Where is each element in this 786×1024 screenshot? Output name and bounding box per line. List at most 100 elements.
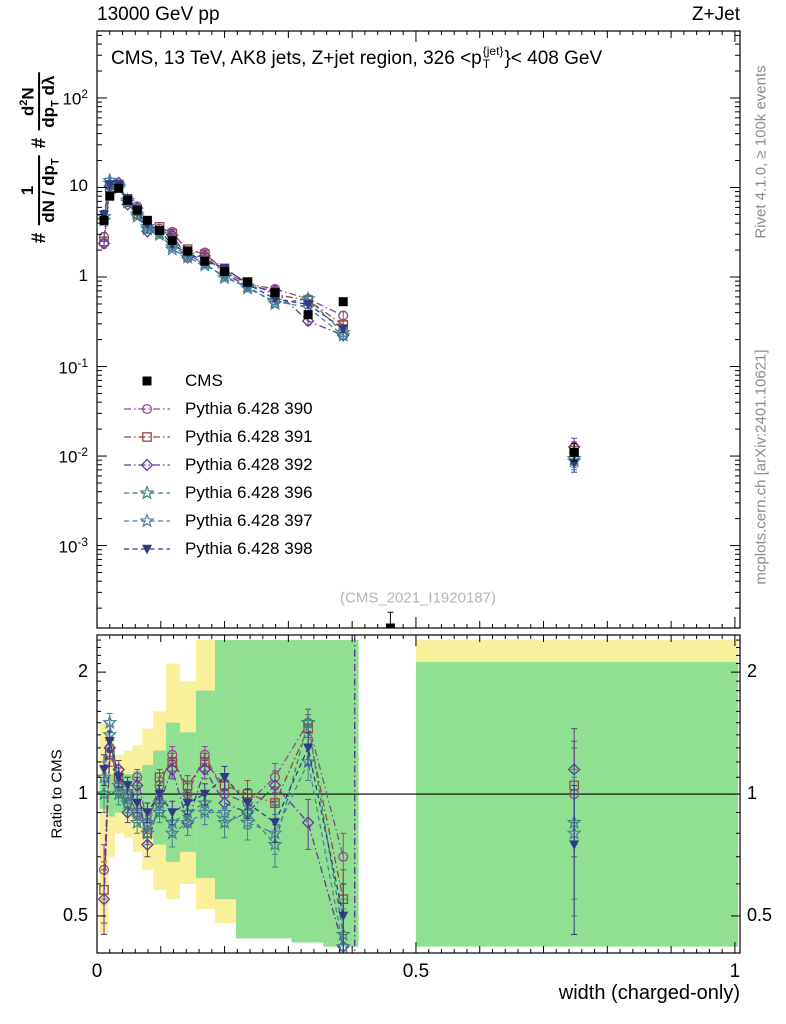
uncertainty-band-green — [195, 690, 216, 879]
x-axis-title: width (charged-only) — [558, 982, 740, 1004]
ratio-y-tick-label-right: 1 — [747, 783, 758, 804]
ratio-marker-triangle-down-filled — [154, 789, 165, 800]
ratio-panel-border — [96, 634, 741, 954]
analysis-id-watermark: (CMS_2021_I1920187) — [340, 589, 496, 607]
cms-data-point — [220, 267, 230, 277]
ratio-marker-triangle-down-filled — [122, 781, 133, 791]
x-tick-label: 1 — [729, 961, 741, 982]
ratio-marker-triangle-down-filled — [113, 772, 124, 783]
cms-data-point — [200, 256, 210, 266]
ratio-marker-square-open — [182, 780, 193, 791]
ratio-marker-diamond-open — [198, 763, 212, 776]
spectrum-marker-star-open — [267, 295, 283, 311]
legend-star-open-icon — [139, 513, 155, 528]
ratio-marker-star-open — [151, 795, 168, 810]
ylab-frac2-den-text: dp — [39, 107, 59, 128]
legend-item: CMS — [122, 367, 313, 395]
ratio-marker-triangle-down-filled — [338, 911, 349, 922]
ratio-marker-diamond-open — [97, 892, 111, 906]
ratio-y-tick-label: 1 — [77, 783, 88, 804]
axes-layer — [96, 30, 741, 954]
uncertainty-band-green — [291, 640, 324, 943]
ratio-marker-star-open — [300, 714, 316, 730]
ratio-marker-diamond-open — [141, 838, 154, 851]
cms-data-point — [155, 226, 165, 236]
ratio-marker-diamond-open — [268, 779, 282, 792]
spectrum-marker-triangle-down-filled — [569, 459, 580, 469]
spectrum-marker-triangle-down-filled — [99, 210, 110, 221]
pt-sub: T — [482, 56, 491, 71]
main-y-tick-label: 10-2 — [58, 445, 89, 467]
legend-key — [124, 513, 170, 528]
cms-data-point — [105, 191, 115, 201]
x-tick-label: 0.5 — [402, 961, 430, 982]
ratio-marker-triangle-down-filled — [569, 840, 580, 850]
spectrum-marker-triangle-down-filled — [338, 324, 349, 334]
legend-label: Pythia 6.428 390 — [185, 399, 313, 418]
ylab-hash-1: # — [28, 232, 50, 244]
ratio-marker-triangle-down-filled — [269, 818, 280, 828]
legend-item: Pythia 6.428 396 — [122, 479, 313, 507]
legend-star-open-icon — [139, 485, 155, 500]
ratio-marker-star-open — [164, 825, 180, 840]
ratio-marker-star-open — [111, 777, 127, 792]
ylab-hash-2: # — [28, 137, 50, 149]
ratio-marker-diamond-open — [165, 763, 179, 776]
legend-item: Pythia 6.428 397 — [122, 507, 313, 535]
ratio-marker-star-open — [102, 714, 118, 730]
legend-key — [124, 432, 170, 442]
cms-data-point — [167, 236, 177, 246]
uncertainty-band-green — [215, 640, 237, 900]
ratio-marker-star-open — [120, 786, 136, 801]
legend-label: Pythia 6.428 397 — [185, 511, 313, 530]
spectrum-marker-star-open — [129, 208, 145, 223]
ratio-marker-star-open — [240, 814, 256, 830]
ratio-bands-layer — [99, 640, 739, 947]
ratio-marker-square-open — [154, 772, 165, 783]
x-tick-label: 0 — [91, 961, 103, 982]
main-panel-border — [96, 30, 741, 629]
plot-title-post: }< 408 GeV — [504, 47, 603, 69]
ylab-frac1-den-sub: T — [48, 158, 61, 166]
uncertainty-band-green — [142, 764, 154, 829]
legend-label: CMS — [185, 371, 223, 390]
legend-label: Pythia 6.428 398 — [185, 539, 313, 558]
legend-triangle-down-filled-icon — [142, 544, 152, 555]
plot-title: CMS, 13 TeV, AK8 jets, Z+jet region, 326… — [111, 45, 603, 71]
legend-label: Pythia 6.428 391 — [185, 427, 313, 446]
plot-title-pre: CMS, 13 TeV, AK8 jets, Z+jet region, 326… — [111, 47, 482, 69]
ratio-marker-star-open — [119, 795, 136, 810]
legend-key — [124, 403, 170, 415]
mcplots-arxiv-note: mcplots.cern.ch [arXiv:2401.10621] — [752, 349, 770, 585]
cms-data-point — [132, 205, 142, 215]
ratio-y-tick-label-right: 0.5 — [747, 904, 773, 925]
ratio-marker-triangle-down-filled — [104, 736, 115, 747]
spectrum-marker-star-open — [151, 226, 168, 242]
ratio-marker-star-open — [217, 804, 233, 820]
ratio-marker-diamond-open — [103, 741, 117, 755]
ratio-marker-star-open — [139, 825, 155, 840]
ratio-y-tick-label-right: 2 — [747, 661, 758, 682]
spectrum-marker-diamond-open — [301, 314, 315, 328]
legend-label: Pythia 6.428 392 — [185, 455, 313, 474]
spectrum-marker-triangle-down-filled — [104, 180, 115, 190]
rivet-version-note: Rivet 4.1.0, ≥ 100k events — [752, 65, 770, 239]
cms-data-point — [243, 277, 253, 287]
spectrum-marker-star-open — [164, 241, 180, 256]
uncertainty-band-yellow — [99, 722, 109, 935]
ratio-marker-diamond-open — [301, 816, 315, 829]
cms-data-point — [99, 215, 109, 225]
legend-key — [124, 485, 170, 500]
legend-item: Pythia 6.428 398 — [122, 535, 313, 563]
ratio-marker-triangle-down-filled — [242, 798, 253, 809]
legend-square-open-icon — [142, 432, 152, 442]
cms-data-point — [114, 183, 124, 193]
main-y-tick-label: 1 — [78, 266, 88, 285]
ratio-marker-star-open — [129, 804, 145, 820]
main-y-tick-label: 10 — [69, 176, 88, 196]
main-series-layer — [97, 172, 582, 628]
pt-sup-sub: {jet} T — [483, 45, 504, 70]
ratio-marker-triangle-down-filled — [219, 772, 230, 783]
